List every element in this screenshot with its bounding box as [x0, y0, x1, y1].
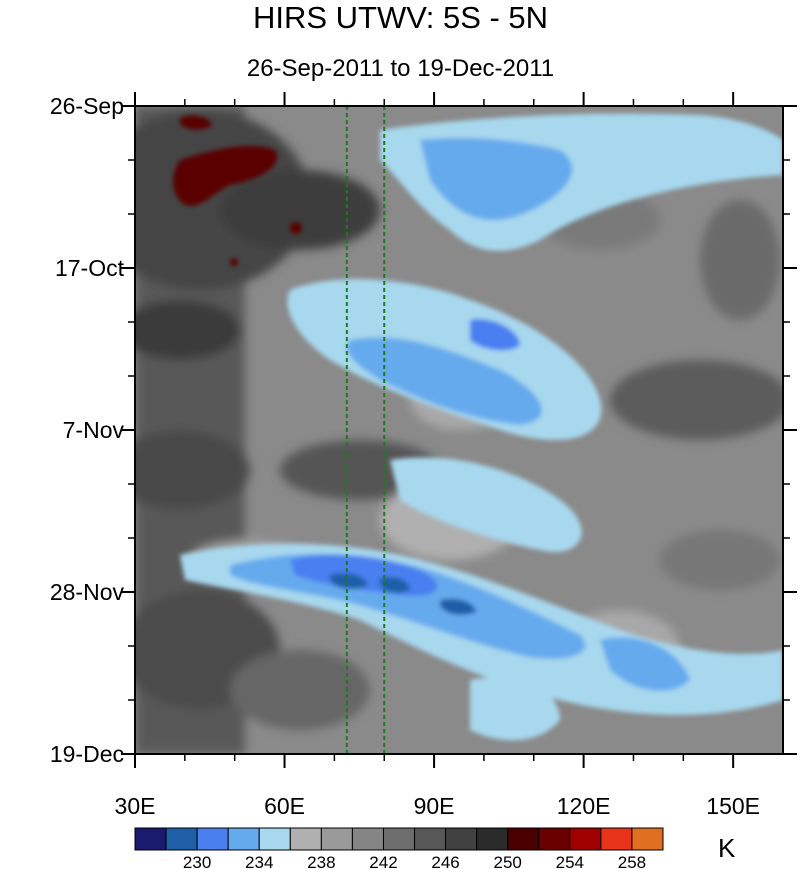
colorbar [134, 827, 664, 851]
x-tick-label: 60E [264, 793, 305, 819]
y-tick-label: 19-Dec [50, 741, 124, 767]
colorbar-swatch [196, 827, 229, 851]
colorbar-label: 242 [369, 853, 397, 869]
x-tick-label: 120E [557, 793, 611, 819]
colorbar-units: K [718, 833, 736, 863]
colorbar-swatch [227, 827, 260, 851]
x-tick-labels: 30E 60E 90E 120E 150E [115, 793, 760, 819]
colorbar-swatch [445, 827, 478, 851]
y-tick-label: 26-Sep [50, 93, 124, 119]
colorbar-swatch [569, 827, 602, 851]
y-tick-label: 7-Nov [63, 417, 125, 443]
y-tick-labels: 26-Sep 17-Oct 7-Nov 28-Nov 19-Dec [50, 93, 125, 767]
chart-subtitle: 26-Sep-2011 to 19-Dec-2011 [246, 55, 555, 82]
colorbar-label: 254 [556, 853, 584, 869]
colorbar-label: 246 [431, 853, 459, 869]
colorbar-labels: 230 234 238 242 246 250 254 258 [183, 853, 646, 869]
moist-bands [180, 113, 783, 741]
contour-field [135, 106, 783, 754]
colorbar-label: 234 [245, 853, 273, 869]
x-tick-label: 30E [115, 793, 156, 819]
reference-lines [345, 106, 386, 754]
colorbar-swatch [414, 827, 447, 851]
colorbar-swatch [258, 827, 291, 851]
x-tick-label: 90E [414, 793, 455, 819]
colorbar-swatch [134, 827, 167, 851]
colorbar-label: 258 [618, 853, 646, 869]
axis-ticks [121, 92, 797, 768]
colorbar-swatch [165, 827, 198, 851]
x-tick-label: 150E [706, 793, 760, 819]
colorbar-swatch [351, 827, 384, 851]
colorbar-label: 230 [183, 853, 211, 869]
colorbar-swatch [631, 827, 664, 851]
y-tick-label: 17-Oct [55, 255, 125, 281]
colorbar-swatch [476, 827, 509, 851]
colorbar-label: 238 [307, 853, 335, 869]
y-tick-label: 28-Nov [50, 579, 125, 605]
colorbar-swatch [320, 827, 353, 851]
colorbar-swatch [538, 827, 571, 851]
dry-warm-patch [173, 115, 302, 266]
colorbar-label: 250 [494, 853, 522, 869]
colorbar-swatch [507, 827, 540, 851]
colorbar-swatch [382, 827, 416, 851]
chart-title: HIRS UTWV: 5S - 5N [252, 0, 549, 35]
colorbar-swatch [600, 827, 633, 851]
colorbar-swatch [289, 827, 322, 851]
